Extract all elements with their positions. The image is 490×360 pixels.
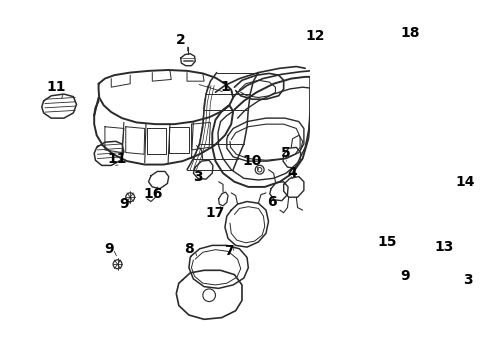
Text: 9: 9 [120, 197, 129, 211]
Text: 15: 15 [377, 235, 397, 249]
Text: 12: 12 [305, 28, 325, 42]
Text: 1: 1 [220, 80, 230, 94]
Text: 10: 10 [243, 154, 262, 168]
Text: 14: 14 [455, 175, 475, 189]
Text: 11: 11 [47, 80, 66, 94]
Text: 8: 8 [184, 242, 194, 256]
Text: 11: 11 [108, 152, 127, 166]
Text: 16: 16 [144, 187, 163, 201]
Text: 5: 5 [281, 145, 291, 159]
Text: 2: 2 [176, 33, 186, 47]
Text: 9: 9 [400, 269, 410, 283]
Text: 18: 18 [400, 26, 420, 40]
Text: 7: 7 [224, 243, 234, 257]
Text: 3: 3 [193, 170, 202, 184]
Text: 3: 3 [464, 273, 473, 287]
Text: 13: 13 [435, 240, 454, 254]
Text: 6: 6 [268, 194, 277, 208]
Text: 9: 9 [104, 242, 114, 256]
Text: 4: 4 [288, 166, 297, 180]
Text: 17: 17 [206, 206, 225, 220]
